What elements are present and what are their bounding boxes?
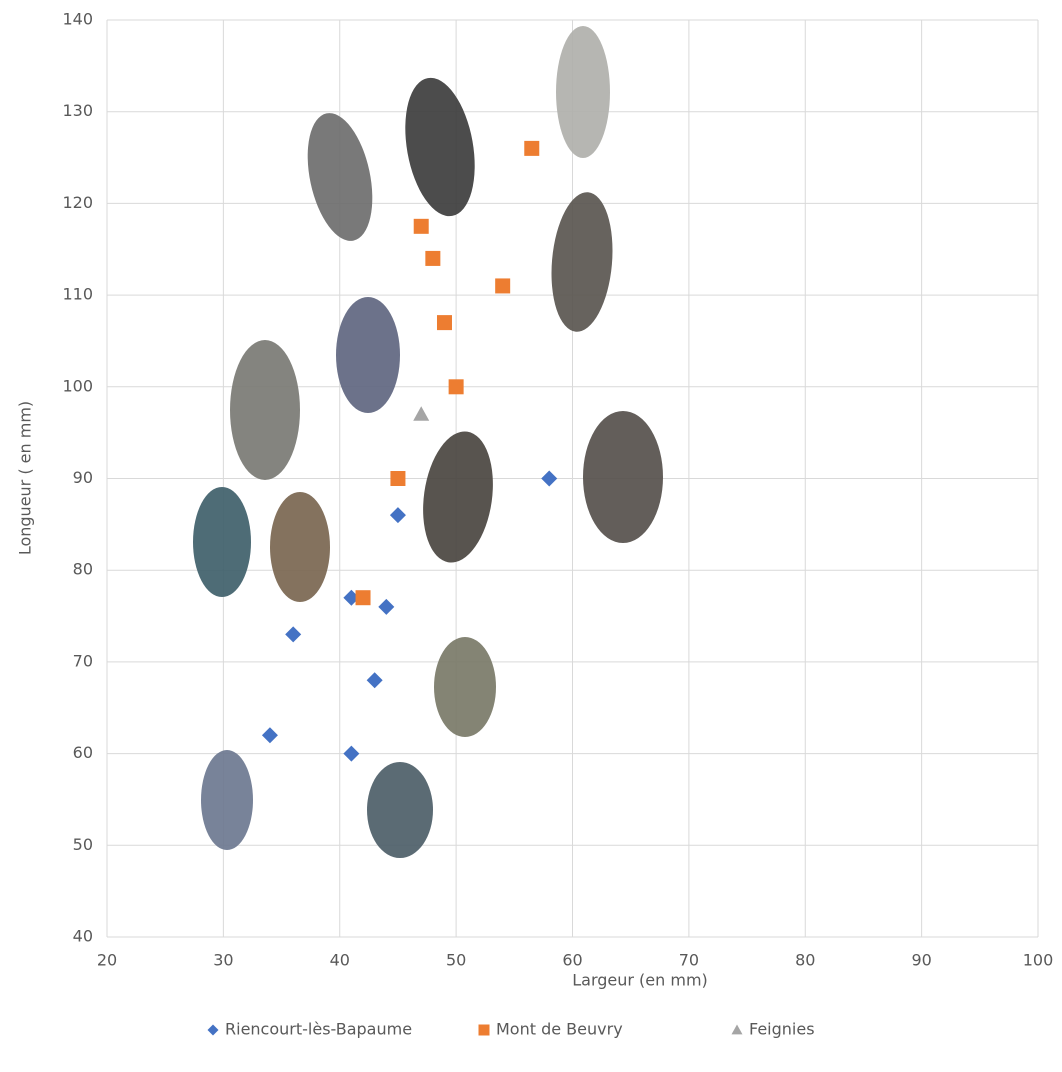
tool-photo bbox=[230, 340, 300, 480]
y-tick-label: 120 bbox=[62, 193, 93, 212]
marker bbox=[343, 745, 360, 762]
marker bbox=[343, 589, 360, 606]
y-tick-label: 100 bbox=[62, 376, 93, 395]
y-tick-label: 70 bbox=[73, 651, 93, 670]
tool-photo bbox=[270, 492, 330, 602]
marker bbox=[413, 218, 429, 234]
y-tick-label: 60 bbox=[73, 743, 93, 762]
tool-photo bbox=[556, 26, 610, 158]
legend-label: Mont de Beuvry bbox=[496, 1020, 623, 1039]
marker bbox=[495, 278, 511, 294]
x-tick-label: 30 bbox=[213, 951, 233, 970]
marker bbox=[378, 598, 395, 615]
marker bbox=[436, 315, 452, 331]
y-tick-label: 140 bbox=[62, 10, 93, 29]
x-tick-label: 70 bbox=[679, 951, 699, 970]
tool-photo bbox=[551, 192, 613, 332]
x-tick-label: 90 bbox=[911, 951, 931, 970]
marker bbox=[413, 406, 430, 421]
x-tick-label: 20 bbox=[97, 951, 117, 970]
marker bbox=[524, 140, 540, 156]
y-tick-label: 50 bbox=[73, 835, 93, 854]
marker bbox=[389, 507, 406, 524]
y-tick-label: 130 bbox=[62, 101, 93, 120]
x-tick-label: 80 bbox=[795, 951, 815, 970]
tool-photo bbox=[307, 113, 373, 241]
marker bbox=[261, 727, 278, 744]
tool-photo bbox=[367, 762, 433, 858]
marker bbox=[366, 672, 383, 689]
y-axis-title: Longueur ( en mm) bbox=[16, 401, 35, 555]
x-tick-label: 100 bbox=[1023, 951, 1054, 970]
legend-marker bbox=[207, 1024, 219, 1036]
x-tick-label: 60 bbox=[562, 951, 582, 970]
marker bbox=[390, 471, 406, 486]
marker bbox=[285, 626, 302, 643]
tool-photo bbox=[423, 431, 493, 563]
marker bbox=[448, 379, 464, 395]
x-tick-label: 40 bbox=[330, 951, 350, 970]
legend-marker bbox=[478, 1024, 490, 1036]
x-axis-title: Largeur (en mm) bbox=[572, 971, 708, 990]
y-tick-label: 40 bbox=[73, 927, 93, 946]
marker bbox=[425, 250, 441, 266]
tool-photo bbox=[405, 77, 475, 217]
y-tick-label: 90 bbox=[73, 468, 93, 487]
legend-label: Feignies bbox=[749, 1020, 815, 1039]
legend-label: Riencourt-lès-Bapaume bbox=[225, 1020, 412, 1039]
tool-photo bbox=[336, 297, 400, 413]
marker bbox=[541, 470, 558, 487]
marker bbox=[355, 590, 371, 606]
tool-photo bbox=[193, 487, 251, 597]
legend-marker bbox=[731, 1024, 743, 1035]
tool-photo bbox=[583, 411, 663, 543]
tool-photo bbox=[201, 750, 253, 850]
tool-photo bbox=[434, 637, 496, 737]
y-tick-label: 80 bbox=[73, 560, 93, 579]
y-tick-label: 110 bbox=[62, 285, 93, 304]
x-tick-label: 50 bbox=[446, 951, 466, 970]
tool-photos bbox=[193, 26, 663, 858]
